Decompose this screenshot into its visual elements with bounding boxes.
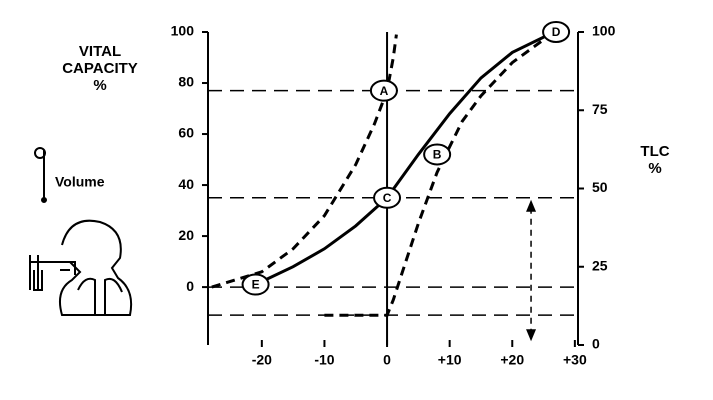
point-marker — [373, 186, 402, 209]
y2-tick-label: 75 — [592, 101, 608, 117]
arrow-head — [526, 199, 537, 212]
x-tick-label: +20 — [500, 352, 524, 368]
point-label: A — [380, 84, 389, 98]
y2-tick-label: 25 — [592, 257, 608, 273]
y-tick-label: 0 — [186, 278, 194, 294]
x-tick-label: -20 — [252, 352, 272, 368]
y-tick-label: 40 — [178, 176, 194, 192]
y-axis-title: CAPACITY — [62, 60, 138, 77]
curve — [324, 30, 563, 317]
spirometer-icon — [29, 147, 133, 316]
x-tick-label: +30 — [563, 352, 587, 368]
curve — [211, 34, 398, 289]
x-tick-label: 0 — [383, 352, 391, 368]
y2-tick-label: 100 — [592, 23, 616, 39]
y2-tick-label: 0 — [592, 336, 600, 352]
point-marker — [542, 21, 571, 43]
point-label: B — [433, 148, 442, 162]
x-tick-label: +10 — [438, 352, 462, 368]
point-label: C — [383, 191, 392, 205]
y-axis-title: VITAL — [79, 43, 121, 60]
y2-axis-title: % — [648, 160, 661, 177]
point-marker — [369, 79, 398, 102]
y-tick-label: 100 — [171, 23, 195, 39]
y2-tick-label: 50 — [592, 179, 608, 195]
x-tick-label: -10 — [314, 352, 334, 368]
y-tick-label: 80 — [178, 74, 194, 90]
arrow-head — [526, 329, 537, 342]
y-tick-label: 20 — [178, 227, 194, 243]
point-label: D — [552, 25, 561, 39]
point-marker — [423, 143, 452, 166]
y-axis-title: % — [93, 77, 106, 94]
curve — [254, 30, 563, 286]
point-label: E — [252, 278, 260, 292]
y2-axis-title: TLC — [640, 143, 669, 160]
inset-label: Volume — [55, 174, 105, 190]
y-tick-label: 60 — [178, 125, 194, 141]
point-marker — [241, 273, 270, 296]
